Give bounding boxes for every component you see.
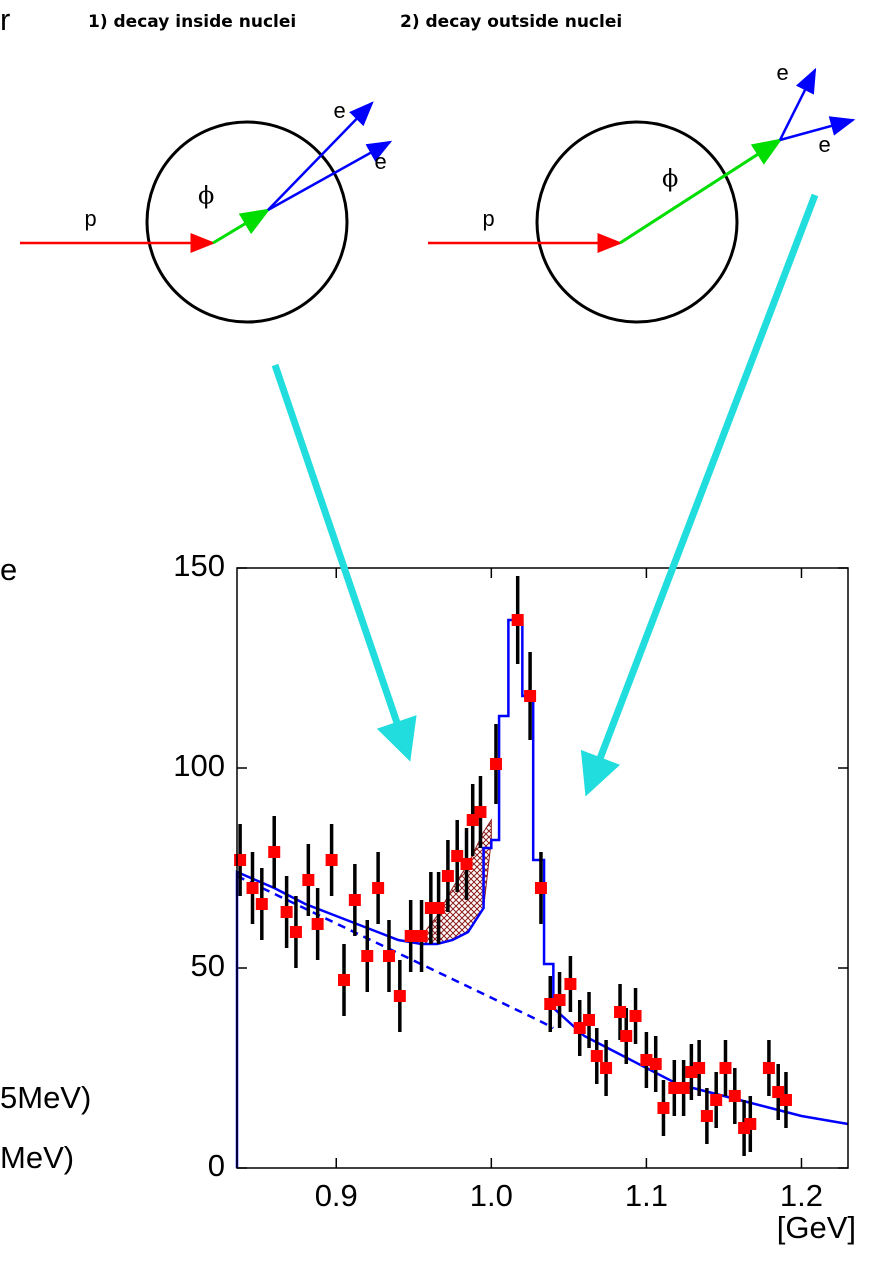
- data-point: [564, 978, 577, 990]
- data-point: [677, 1082, 690, 1094]
- plot-frame: [236, 567, 849, 1169]
- data-point: [590, 1050, 603, 1062]
- data-point: [372, 882, 385, 894]
- x-tick-label: 1.0: [470, 1178, 513, 1213]
- data-point: [325, 854, 338, 866]
- electron-label: e: [776, 62, 789, 87]
- meson-label: ϕ: [662, 165, 678, 193]
- data-point: [762, 1062, 775, 1074]
- data-point: [668, 1082, 681, 1094]
- proton-label: p: [482, 208, 495, 233]
- diagram-title: 1) decay inside nuclei: [88, 12, 296, 32]
- data-point: [728, 1090, 741, 1102]
- dashed-line: [236, 874, 554, 1030]
- data-point: [268, 846, 281, 858]
- data-point: [640, 1054, 653, 1066]
- x-tick-label: 1.1: [625, 1178, 668, 1213]
- data-point: [719, 1062, 732, 1074]
- data-point: [620, 1030, 633, 1042]
- fragment: e: [0, 552, 17, 587]
- y-tick-label: 0: [208, 1148, 225, 1183]
- proton-label: p: [84, 208, 97, 233]
- data-point: [451, 850, 464, 862]
- data-point: [255, 898, 268, 910]
- data-point: [246, 882, 259, 894]
- meson-arrow: [212, 208, 271, 245]
- data-point: [289, 926, 302, 938]
- data-point: [441, 870, 454, 882]
- fragment: MeV): [0, 1140, 74, 1175]
- data-point: [382, 950, 395, 962]
- data-point: [649, 1058, 662, 1070]
- x-tick-label: 0.9: [315, 1178, 358, 1213]
- data-point: [573, 1022, 586, 1034]
- data-point: [348, 894, 361, 906]
- x-axis-label: [GeV]: [777, 1210, 856, 1245]
- data-point: [614, 1006, 627, 1018]
- data-point: [544, 998, 557, 1010]
- diagram-title: 2) decay outside nuclei: [400, 12, 622, 32]
- data-point: [393, 990, 406, 1002]
- y-tick-label: 50: [191, 948, 225, 983]
- data-point: [415, 930, 428, 942]
- data-point: [700, 1110, 713, 1122]
- data-point: [474, 806, 487, 818]
- data-point: [600, 1062, 613, 1074]
- data-point: [302, 874, 315, 886]
- y-tick-label: 100: [173, 748, 225, 783]
- data-point: [693, 1062, 706, 1074]
- electron-arrow: [267, 140, 393, 212]
- data-point: [553, 994, 566, 1006]
- data-point: [234, 854, 247, 866]
- x-tick-label: 1.2: [780, 1178, 823, 1213]
- data-point: [511, 614, 524, 626]
- fragment: 5MeV): [0, 1080, 91, 1115]
- electron-arrow: [779, 116, 856, 142]
- data-point: [710, 1094, 723, 1106]
- y-tick-label: 150: [173, 548, 225, 583]
- nucleus: [145, 120, 349, 324]
- pointer-arrow: [271, 363, 417, 762]
- meson-label: ϕ: [198, 182, 214, 210]
- data-point: [311, 918, 324, 930]
- electron-label: e: [374, 151, 387, 176]
- electron-arrow: [267, 101, 374, 211]
- data-point: [779, 1094, 792, 1106]
- fragment: r: [0, 2, 10, 37]
- meson-arrow: [619, 138, 783, 245]
- electron-arrow: [778, 67, 817, 141]
- data-point: [583, 1014, 596, 1026]
- data-point: [534, 882, 547, 894]
- data-point: [657, 1102, 670, 1114]
- plot: 0 50 100 150 0.9 1.0 1.1 1.2[GeV]: [173, 548, 856, 1245]
- data-point: [432, 902, 445, 914]
- data-point: [744, 1118, 757, 1130]
- data-point: [361, 950, 374, 962]
- nucleus: [535, 120, 739, 324]
- data-point: [280, 906, 293, 918]
- data-point: [338, 974, 351, 986]
- data-point: [524, 690, 537, 702]
- pointer-arrow: [580, 193, 819, 797]
- electron-label: e: [818, 134, 831, 159]
- data-point: [489, 758, 502, 770]
- data-point: [629, 1010, 642, 1022]
- data-point: [460, 858, 473, 870]
- electron-label: e: [333, 100, 346, 125]
- data-point: [404, 930, 417, 942]
